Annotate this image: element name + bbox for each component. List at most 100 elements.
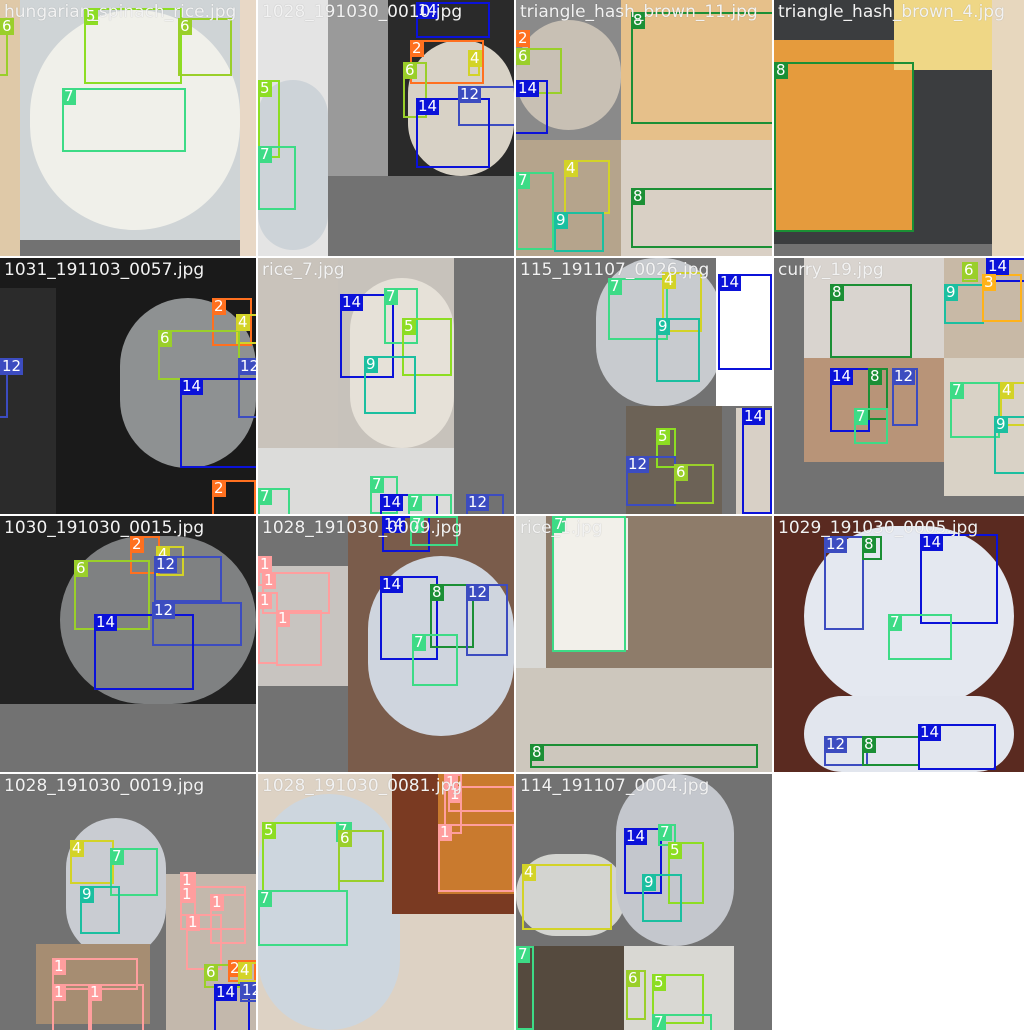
class-label: 14	[214, 983, 238, 1001]
class-label: 6	[626, 969, 640, 987]
bounding-box	[384, 288, 418, 344]
class-label: 12	[892, 367, 916, 385]
class-label: 14	[380, 493, 404, 511]
class-label: 4	[238, 961, 252, 979]
bounding-box	[674, 464, 714, 504]
class-label: 1	[258, 591, 272, 609]
class-label: 1	[438, 823, 452, 841]
bounding-box	[554, 212, 604, 252]
image-patch	[552, 518, 628, 650]
tile-filename: 1028_191030_0010.jpg	[262, 2, 463, 22]
class-label: 12	[240, 982, 256, 999]
class-label: 14	[986, 258, 1010, 275]
class-label: 4	[468, 49, 482, 67]
bounding-box	[458, 86, 514, 126]
tile-filename: hungarian_spinach_rice.jpg	[4, 2, 237, 22]
class-label: 9	[554, 211, 568, 229]
image-patch	[804, 526, 1014, 706]
bounding-box	[416, 2, 490, 38]
class-label: 14	[920, 533, 944, 551]
class-label: 7	[408, 493, 422, 511]
class-label: 14	[340, 293, 364, 311]
class-label: 5	[258, 79, 272, 97]
bounding-box	[854, 408, 888, 444]
class-label: 14	[742, 407, 766, 425]
class-label: 7	[258, 487, 272, 505]
class-label: 9	[642, 873, 656, 891]
bounding-box	[530, 744, 758, 768]
class-label: 8	[868, 367, 882, 385]
bounding-box	[718, 274, 772, 370]
class-label: 5	[402, 317, 416, 335]
mosaic-tile: 1028_191030_0009.jpg 14 7 1 1 1 1 14 8 12 7	[258, 516, 514, 772]
bounding-box	[430, 584, 474, 648]
class-label: 4	[70, 839, 84, 857]
mosaic-tile: 1028_191030_0081.jpg1115767	[258, 774, 514, 1030]
class-label: 5	[668, 841, 682, 859]
class-label: 1	[258, 555, 272, 573]
class-label: 6	[516, 47, 530, 65]
tile-filename: 1028_191030_0081.jpg	[262, 776, 463, 796]
class-label: 6	[338, 829, 352, 847]
class-label: 12	[458, 85, 482, 103]
class-label: 14	[416, 1, 440, 19]
class-label: 6	[74, 559, 88, 577]
bounding-box	[212, 480, 256, 514]
bounding-box	[276, 610, 322, 666]
bounding-box	[642, 874, 682, 922]
class-label: 7	[110, 847, 124, 865]
class-label: 1	[180, 885, 194, 903]
tile-filename: triangle_hash_brown_11.jpg	[520, 2, 758, 22]
class-label: 9	[994, 415, 1008, 433]
image-patch	[0, 288, 56, 514]
class-label: 7	[370, 475, 384, 493]
bounding-box	[412, 634, 458, 686]
bounding-box	[364, 356, 416, 414]
tile-filename: 1029_191030_0005.jpg	[778, 518, 979, 538]
bounding-box	[258, 890, 348, 946]
bounding-box	[210, 894, 246, 944]
tile-filename: rice_7.jpg	[262, 260, 345, 280]
image-patch	[804, 696, 1014, 772]
class-label: 7	[950, 381, 964, 399]
class-label: 8	[774, 61, 788, 79]
class-label: 14	[416, 97, 440, 115]
image-patch	[258, 794, 400, 1030]
bounding-box	[338, 830, 384, 882]
class-label: 5	[656, 427, 670, 445]
bounding-box	[382, 516, 430, 552]
class-label: 8	[631, 187, 645, 205]
class-label: 4	[564, 159, 578, 177]
class-label: 5	[652, 973, 666, 991]
bounding-box	[631, 12, 772, 124]
bounding-box	[258, 146, 296, 210]
bounding-box	[522, 864, 612, 930]
class-label: 2	[212, 297, 226, 315]
class-label: 8	[830, 283, 844, 301]
class-label: 9	[656, 317, 670, 335]
class-label: 14	[918, 723, 942, 741]
bounding-box	[180, 378, 256, 468]
bounding-box	[918, 724, 996, 770]
class-label: 1	[186, 913, 200, 931]
class-label: 4	[662, 271, 676, 289]
bounding-box	[62, 88, 186, 152]
class-label: 4	[522, 863, 536, 881]
bounding-box	[380, 576, 438, 660]
tile-filename: rice_1.jpg	[520, 518, 603, 538]
bounding-box	[631, 188, 772, 248]
class-label: 7	[888, 613, 902, 631]
bounding-box	[154, 556, 222, 602]
class-label: 14	[382, 516, 406, 533]
bounding-box	[668, 842, 704, 904]
tile-filename: curry_19.jpg	[778, 260, 884, 280]
class-label: 3	[982, 273, 996, 291]
image-patch	[516, 946, 624, 1030]
bounding-box	[84, 8, 182, 84]
class-label: 7	[658, 823, 672, 841]
class-label: 7	[62, 87, 76, 105]
class-label: 8	[430, 583, 444, 601]
image-patch	[624, 946, 734, 1030]
class-label: 8	[530, 743, 544, 761]
